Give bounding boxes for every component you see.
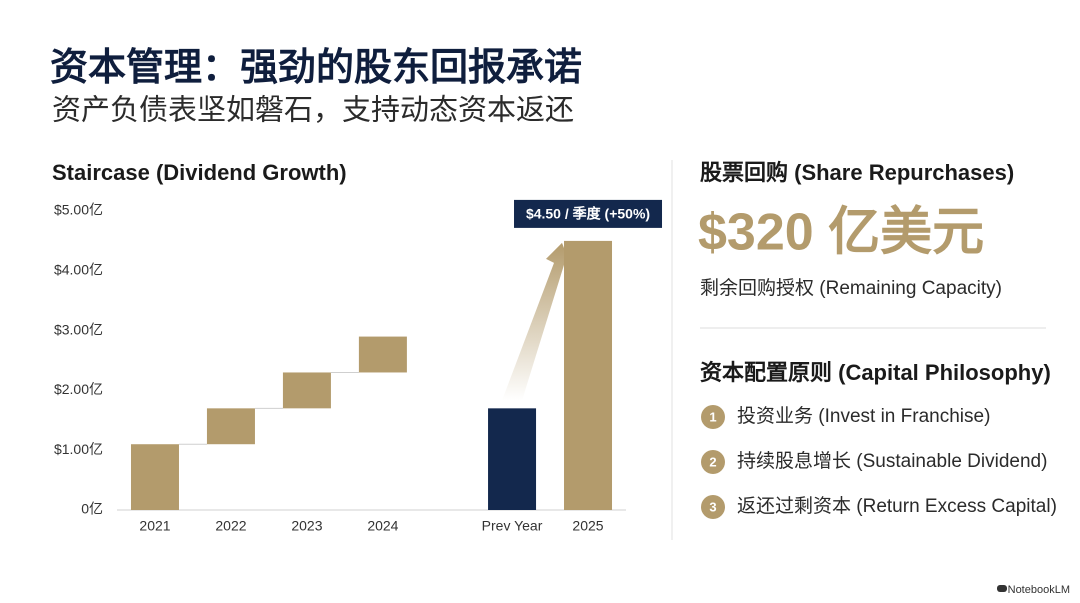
item-text: 投资业务 (Invest in Franchise): [737, 405, 990, 427]
annotation-box: [514, 199, 663, 228]
x-tick-label: Prev Year: [482, 518, 543, 534]
bar: [282, 372, 331, 409]
item-number: 1: [709, 409, 716, 424]
y-tick-label: $3.00亿: [54, 321, 103, 337]
y-tick-label: $5.00亿: [54, 202, 103, 218]
item-text: 持续股息增长 (Sustainable Dividend): [737, 450, 1047, 472]
item-badge: [701, 405, 725, 429]
x-tick-label: 2024: [367, 518, 398, 534]
item-badge: [701, 450, 725, 474]
slide-title: 资本管理：强劲的股东回报承诺: [50, 47, 582, 89]
bar: [130, 444, 179, 510]
item-badge: [701, 495, 725, 519]
philosophy-title: 资本配置原则 (Capital Philosophy): [700, 360, 1051, 385]
x-tick-label: 2025: [572, 518, 603, 534]
bar: [358, 336, 407, 373]
brand-icon: [997, 585, 1007, 592]
x-tick-label: 2021: [139, 518, 170, 534]
x-tick-label: 2022: [215, 518, 246, 534]
bar: [488, 408, 537, 510]
x-tick-label: 2023: [291, 518, 322, 534]
y-tick-label: $1.00亿: [54, 441, 103, 457]
philosophy-list: 1 投资业务 (Invest in Franchise) 2 持续股息增长 (Sust…: [701, 405, 1057, 519]
repurchase-amount: $320 亿美元: [698, 204, 984, 262]
growth-arrow: [502, 242, 573, 401]
repurchase-title: 股票回购 (Share Repurchases): [700, 160, 1014, 185]
slide-subtitle: 资产负债表坚如磐石，支持动态资本返还: [52, 94, 574, 127]
item-number: 2: [709, 454, 716, 469]
y-tick-label: 0亿: [81, 501, 103, 517]
brand: NotebookLM: [1008, 584, 1070, 596]
repurchase-caption: 剩余回购授权 (Remaining Capacity): [700, 277, 1002, 299]
bar: [564, 240, 613, 510]
item-number: 3: [709, 499, 716, 514]
y-tick-label: $2.00亿: [54, 381, 103, 397]
annotation: $4.50 / 季度 (+50%): [526, 206, 650, 222]
chart-title: Staircase (Dividend Growth): [52, 160, 347, 185]
y-tick-label: $4.00亿: [54, 262, 103, 278]
item-text: 返还过剩资本 (Return Excess Capital): [737, 495, 1057, 517]
bar: [206, 408, 255, 445]
